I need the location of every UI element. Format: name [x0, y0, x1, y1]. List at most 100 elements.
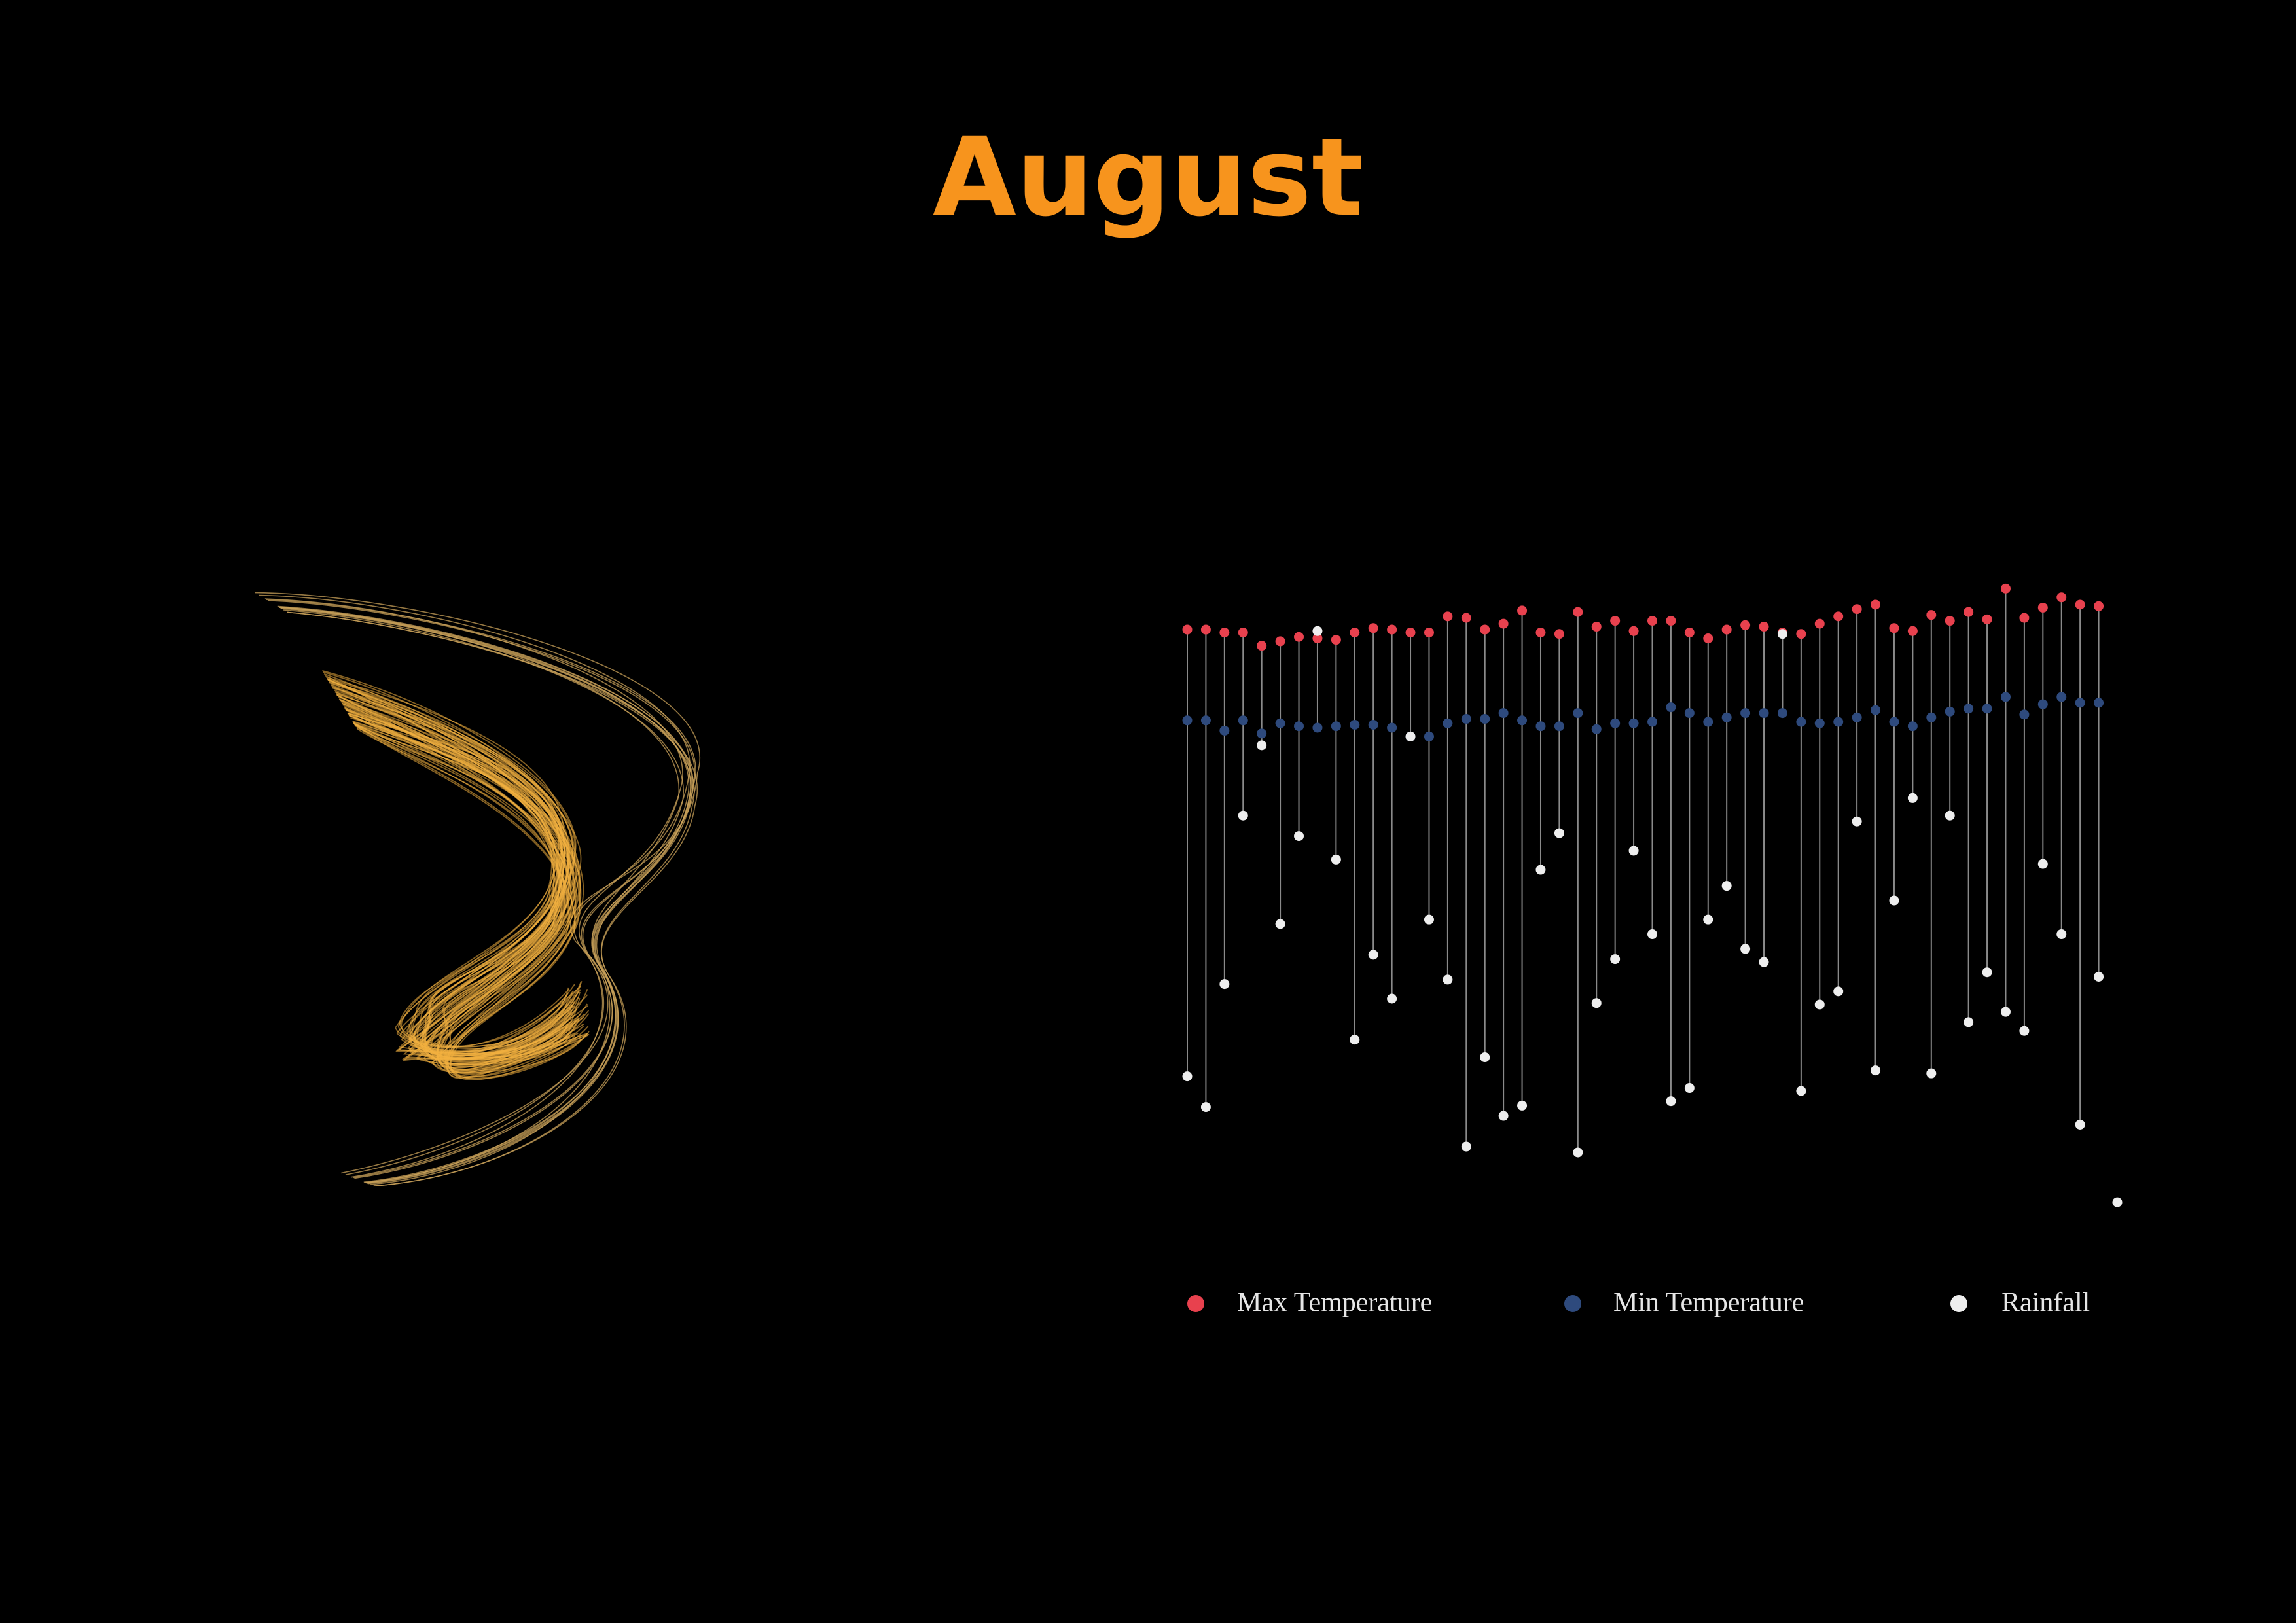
dot	[1871, 705, 1881, 715]
dot	[1461, 714, 1471, 724]
dot	[1498, 1111, 1509, 1121]
dot	[1945, 616, 1955, 626]
dot	[1424, 914, 1434, 925]
dot	[1350, 719, 1360, 730]
dot	[1424, 627, 1434, 637]
dot	[1907, 793, 1918, 803]
dot	[1721, 712, 1732, 722]
dot	[1628, 626, 1639, 636]
dot	[1312, 722, 1323, 733]
dot	[1945, 706, 1955, 717]
attractor-strand	[341, 703, 585, 1070]
attractor-loop	[259, 594, 691, 1175]
dot	[1182, 1071, 1193, 1082]
dot	[1331, 635, 1341, 645]
dot	[1684, 708, 1695, 719]
attractor-loop	[279, 607, 680, 1184]
attractor-strand	[353, 722, 588, 1079]
dot	[1219, 725, 1230, 736]
dot	[1331, 721, 1341, 732]
attractor-strand	[341, 702, 590, 1075]
dot	[1200, 624, 1211, 635]
dot	[1666, 702, 1676, 713]
dot	[1740, 708, 1751, 719]
dot	[1871, 599, 1881, 610]
dot	[1777, 708, 1787, 719]
dot	[1219, 627, 1230, 637]
attractor-loop	[255, 592, 700, 1174]
dot	[1759, 622, 1769, 632]
dot	[1610, 954, 1621, 965]
dot	[1982, 704, 1992, 714]
dot	[1852, 712, 1862, 722]
dot	[1350, 627, 1360, 637]
dot	[1964, 704, 1974, 714]
dot	[1517, 1100, 1528, 1111]
dot	[1257, 641, 1267, 651]
dot	[1796, 629, 1806, 639]
dot	[1480, 714, 1490, 724]
dot	[2094, 971, 2104, 982]
dot	[1331, 854, 1341, 865]
dot	[1275, 718, 1285, 728]
dot	[1200, 715, 1211, 726]
dot	[2019, 613, 2030, 623]
dot	[1368, 719, 1378, 730]
dot	[1573, 607, 1583, 617]
attractor-strand	[336, 694, 573, 1055]
dot	[1703, 717, 1713, 727]
dot	[1982, 967, 1992, 978]
attractor-strand	[329, 681, 573, 1052]
dot	[1721, 881, 1732, 891]
attractor-art	[255, 592, 700, 1187]
dot	[1480, 1052, 1490, 1063]
dot	[2094, 601, 2104, 611]
dot	[1889, 623, 1899, 633]
dot	[1294, 831, 1304, 842]
dot	[1833, 986, 1844, 997]
dot	[1591, 998, 1602, 1008]
dot	[2075, 599, 2085, 610]
dot	[1703, 633, 1713, 643]
dot	[1238, 627, 1248, 637]
dot	[1759, 708, 1769, 719]
dot	[1610, 718, 1621, 728]
dot	[1666, 616, 1676, 626]
legend-label: Rainfall	[2001, 1288, 2090, 1318]
dot	[1443, 974, 1453, 985]
dot	[1443, 718, 1453, 728]
dot	[1814, 718, 1825, 728]
attractor-loop	[277, 605, 692, 1183]
dot	[1647, 616, 1657, 626]
dot	[1443, 611, 1453, 622]
dot	[1610, 616, 1621, 626]
attractor-strand	[330, 683, 588, 1069]
dot	[1554, 721, 1564, 732]
attractor-strand	[323, 671, 582, 1059]
attractor-loop	[278, 606, 694, 1183]
dot	[1907, 626, 1918, 636]
dot	[1498, 708, 1509, 719]
dot	[2075, 1119, 2085, 1130]
dot	[1591, 622, 1602, 632]
dot	[1759, 957, 1769, 967]
dot	[1907, 721, 1918, 732]
dot	[2037, 602, 2048, 613]
dot	[1294, 632, 1304, 642]
dot	[1368, 623, 1378, 633]
dot	[1740, 944, 1751, 954]
attractor-strand	[353, 723, 590, 1080]
dot	[1182, 715, 1193, 726]
dot	[2037, 859, 2048, 869]
attractor-strand	[354, 724, 570, 1060]
dot	[2000, 692, 2011, 702]
attractor-strand	[348, 713, 584, 1072]
dot	[1926, 610, 1937, 620]
dot	[1703, 914, 1713, 925]
dot	[1982, 614, 1992, 624]
lollipop-chart	[1182, 583, 2123, 1207]
dot	[1312, 626, 1323, 636]
dot	[1535, 627, 1546, 637]
